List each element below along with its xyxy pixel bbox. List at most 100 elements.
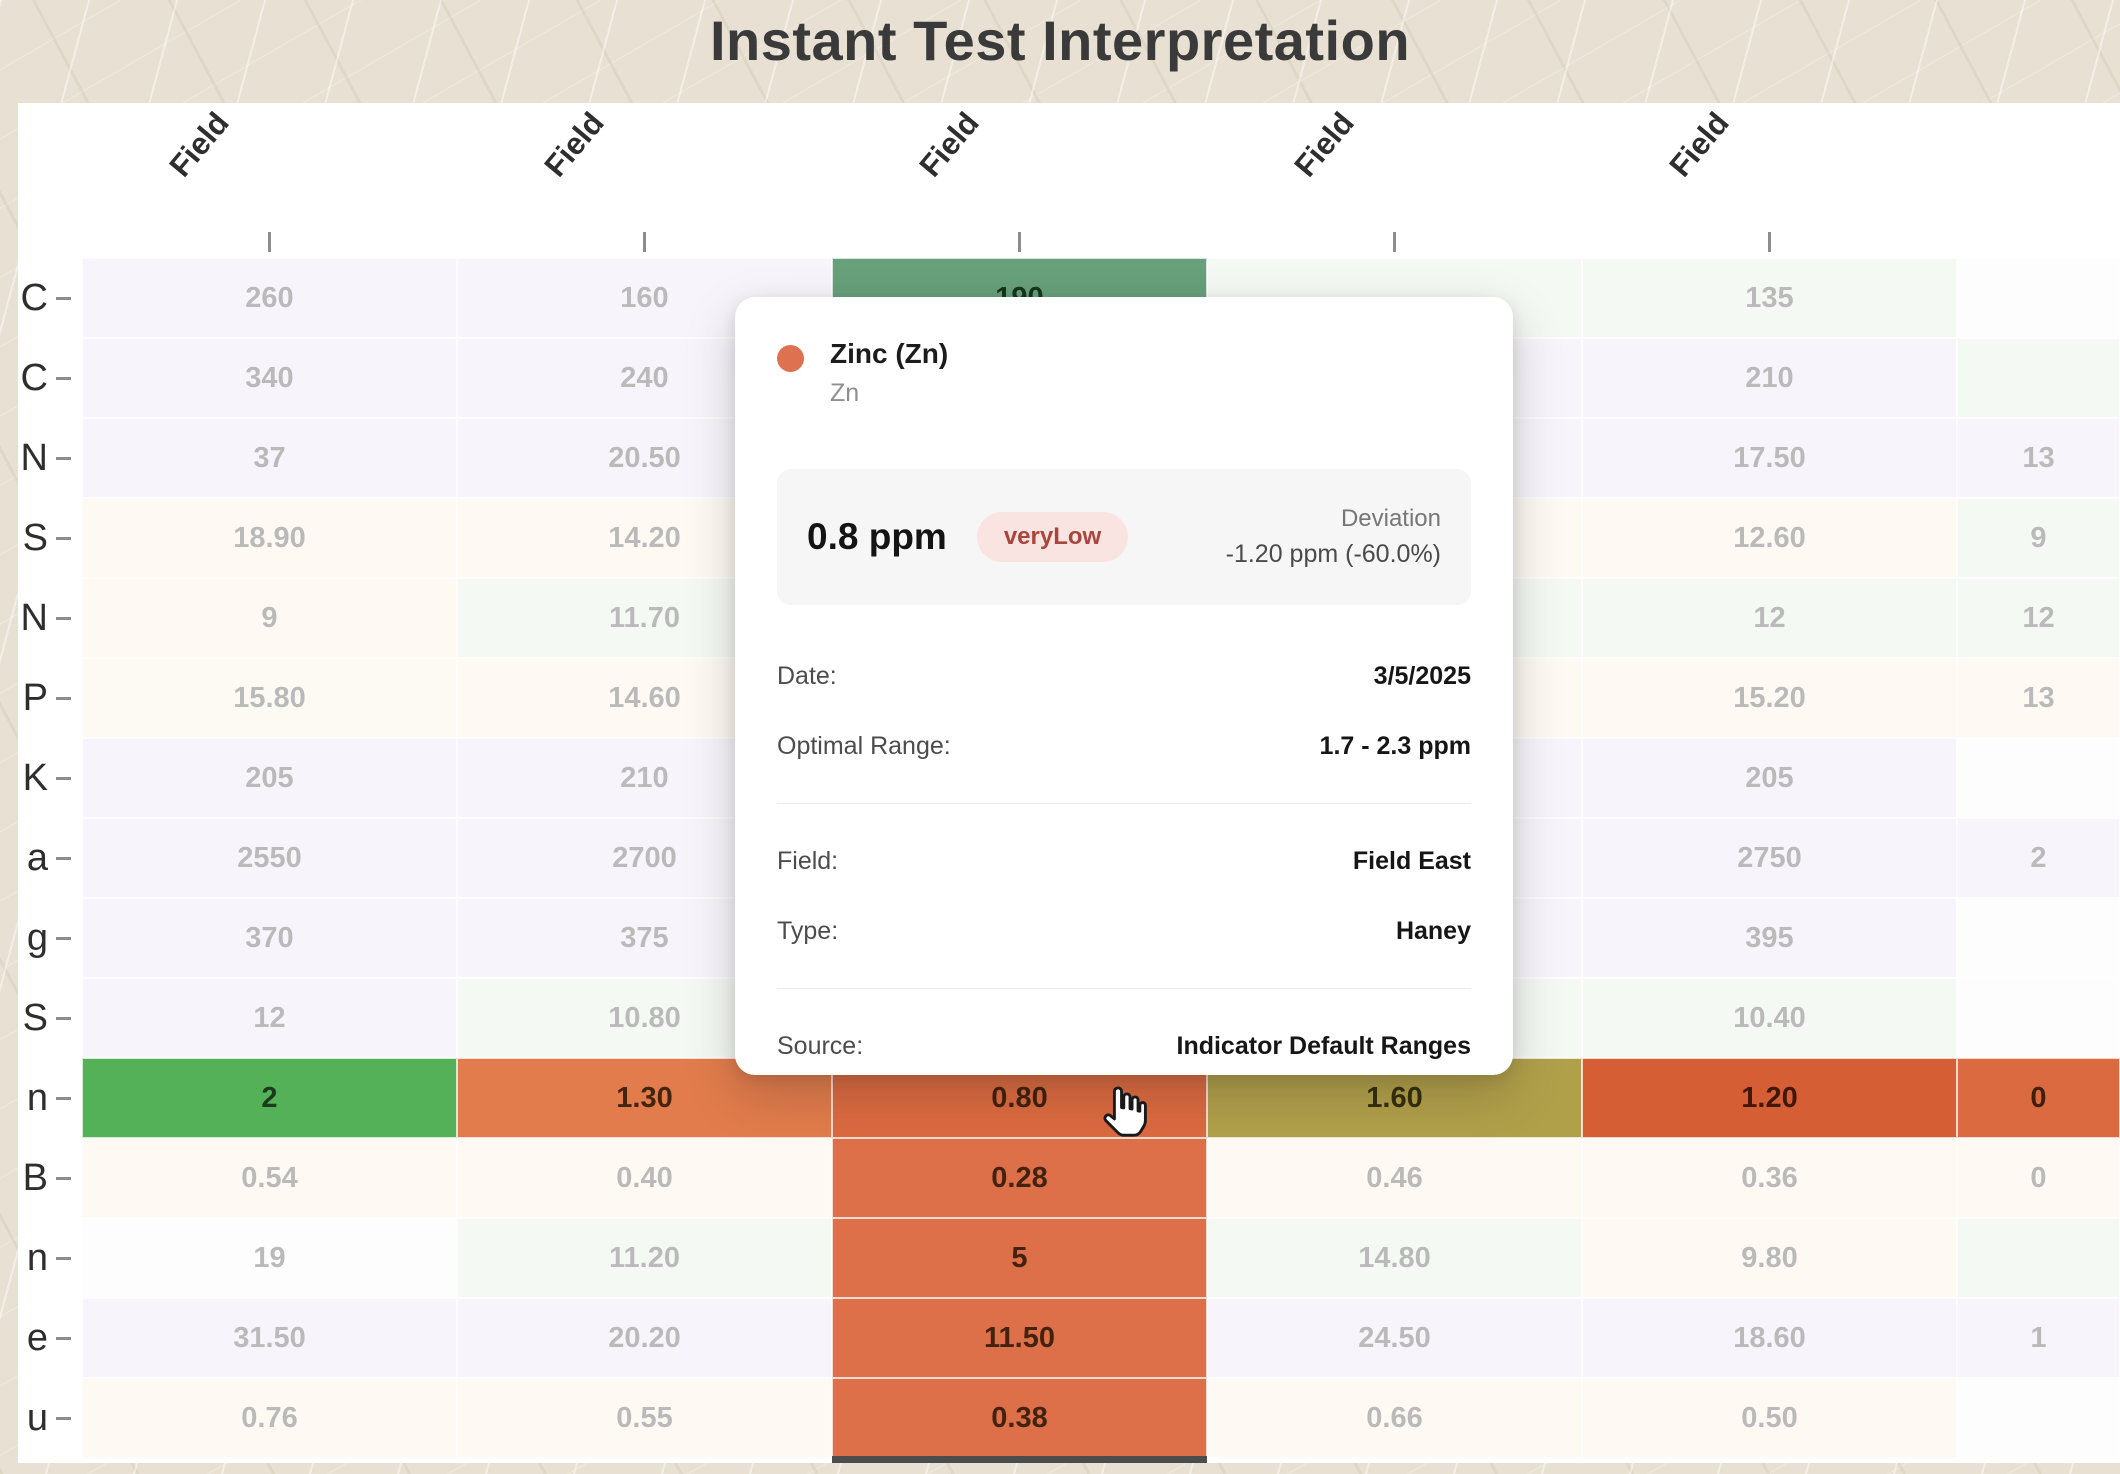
tooltip-title: Zinc (Zn) xyxy=(830,338,949,369)
heatmap-cell[interactable] xyxy=(1957,978,2120,1058)
heatmap-cell[interactable]: 12.60 xyxy=(1582,498,1957,578)
heatmap-cell[interactable]: 19 xyxy=(82,1218,457,1298)
selected-column-underline xyxy=(832,1456,1207,1463)
heatmap-cell[interactable]: 1 xyxy=(1957,1298,2120,1378)
row-axis-label: K xyxy=(22,757,48,799)
row-axis-tick xyxy=(56,856,71,860)
heatmap-cell[interactable]: 2550 xyxy=(82,818,457,898)
heatmap-cell[interactable]: 18.90 xyxy=(82,498,457,578)
heatmap-cell[interactable]: 0.76 xyxy=(82,1378,457,1458)
row-axis-tick xyxy=(56,376,71,380)
column-axis-tick xyxy=(1768,232,1771,252)
heatmap-cell[interactable]: 10.40 xyxy=(1582,978,1957,1058)
optimal-range-label: Optimal Range: xyxy=(777,732,951,760)
heatmap-cell[interactable]: 205 xyxy=(82,738,457,818)
heatmap-cell[interactable]: 17.50 xyxy=(1582,418,1957,498)
heatmap-cell[interactable]: 370 xyxy=(82,898,457,978)
heatmap-cell[interactable]: 210 xyxy=(1582,338,1957,418)
heatmap-cell[interactable]: 37 xyxy=(82,418,457,498)
heatmap-cell[interactable]: 13 xyxy=(1957,418,2120,498)
optimal-range-value: 1.7 - 2.3 ppm xyxy=(1319,732,1471,760)
heatmap-cell[interactable]: 0.40 xyxy=(457,1138,832,1218)
heatmap-cell[interactable]: 2 xyxy=(82,1058,457,1138)
tooltip-value-summary: 0.8 ppm veryLow Deviation -1.20 ppm (-60… xyxy=(777,469,1471,605)
heatmap-cell[interactable]: 0 xyxy=(1957,1138,2120,1218)
heatmap-cell[interactable]: 0.28 xyxy=(832,1138,1207,1218)
row-axis-label: B xyxy=(22,1157,48,1199)
heatmap-cell[interactable]: 20.20 xyxy=(457,1298,832,1378)
tooltip-field-row: Field: Field East xyxy=(777,826,1471,896)
row-axis-tick xyxy=(56,1256,71,1260)
heatmap-cell[interactable]: 12 xyxy=(1957,578,2120,658)
heatmap-cell[interactable]: 0 xyxy=(1957,1058,2120,1138)
heatmap-cell[interactable]: 0.55 xyxy=(457,1378,832,1458)
heatmap-cell[interactable]: 0.36 xyxy=(1582,1138,1957,1218)
column-axis-tick xyxy=(1018,232,1021,252)
heatmap-cell[interactable]: 395 xyxy=(1582,898,1957,978)
row-axis-tick xyxy=(56,1096,71,1100)
heatmap-cell[interactable]: 9 xyxy=(1957,498,2120,578)
heatmap-cell[interactable]: 13 xyxy=(1957,658,2120,738)
heatmap-cell[interactable]: 12 xyxy=(82,978,457,1058)
heatmap-cell[interactable]: 0.54 xyxy=(82,1138,457,1218)
heatmap-cell[interactable] xyxy=(1957,898,2120,978)
heatmap-cell[interactable]: 24.50 xyxy=(1207,1298,1582,1378)
date-label: Date: xyxy=(777,662,837,690)
heatmap-cell[interactable]: 9.80 xyxy=(1582,1218,1957,1298)
tooltip-date-row: Date: 3/5/2025 xyxy=(777,641,1471,711)
source-label: Source: xyxy=(777,1032,864,1060)
heatmap-cell[interactable]: 0.66 xyxy=(1207,1378,1582,1458)
heatmap-cell[interactable] xyxy=(1957,338,2120,418)
heatmap-cell[interactable]: 31.50 xyxy=(82,1298,457,1378)
heatmap-cell[interactable]: 11.20 xyxy=(457,1218,832,1298)
row-axis-tick xyxy=(56,1416,71,1420)
divider xyxy=(777,988,1471,989)
series-dot-icon xyxy=(777,345,804,372)
heatmap-cell[interactable]: 18.60 xyxy=(1582,1298,1957,1378)
row-axis-tick xyxy=(56,536,71,540)
heatmap-cell[interactable]: 135 xyxy=(1582,258,1957,338)
heatmap-cell[interactable]: 11.50 xyxy=(832,1298,1207,1378)
row-axis-tick xyxy=(56,696,71,700)
row-axis-label: C xyxy=(20,357,48,399)
heatmap-cell[interactable]: 15.20 xyxy=(1582,658,1957,738)
heatmap-cell[interactable]: 15.80 xyxy=(82,658,457,738)
heatmap-cell[interactable] xyxy=(1957,738,2120,818)
heatmap-cell[interactable]: 205 xyxy=(1582,738,1957,818)
heatmap-cell[interactable]: 1.20 xyxy=(1582,1058,1957,1138)
heatmap-cell[interactable]: 2 xyxy=(1957,818,2120,898)
tooltip-detail-rows: Date: 3/5/2025 Optimal Range: 1.7 - 2.3 … xyxy=(777,641,1471,1081)
row-axis-tick xyxy=(56,616,71,620)
row-axis-label: g xyxy=(26,917,48,959)
heatmap-cell[interactable]: 0.38 xyxy=(832,1378,1207,1458)
row-axis-tick xyxy=(56,296,71,300)
tooltip-header: Zinc (Zn) Zn xyxy=(777,337,1471,407)
tooltip-value: 0.8 ppm xyxy=(807,516,947,557)
source-value: Indicator Default Ranges xyxy=(1176,1032,1472,1060)
heatmap-cell[interactable] xyxy=(1957,1218,2120,1298)
heatmap-cell[interactable]: 9 xyxy=(82,578,457,658)
heatmap-cell[interactable]: 0.46 xyxy=(1207,1138,1582,1218)
heatmap-cell[interactable]: 5 xyxy=(832,1218,1207,1298)
row-axis-tick xyxy=(56,1336,71,1340)
row-axis-tick xyxy=(56,1016,71,1020)
field-label: Field: xyxy=(777,847,839,875)
row-axis-tick xyxy=(56,776,71,780)
divider xyxy=(777,803,1471,804)
row-axis-label: N xyxy=(20,437,48,479)
heatmap-cell[interactable]: 12 xyxy=(1582,578,1957,658)
heatmap-cell[interactable]: 0.50 xyxy=(1582,1378,1957,1458)
heatmap-cell[interactable]: 1.30 xyxy=(457,1058,832,1138)
heatmap-cell[interactable]: 260 xyxy=(82,258,457,338)
heatmap-cell[interactable]: 14.80 xyxy=(1207,1218,1582,1298)
heatmap-cell[interactable] xyxy=(1957,258,2120,338)
tooltip-range-row: Optimal Range: 1.7 - 2.3 ppm xyxy=(777,711,1471,781)
row-axis-label: P xyxy=(22,677,48,719)
column-axis-tick xyxy=(643,232,646,252)
row-axis-label: C xyxy=(20,277,48,319)
heatmap-cell[interactable]: 2750 xyxy=(1582,818,1957,898)
column-axis-tick xyxy=(268,232,271,252)
heatmap-cell[interactable] xyxy=(1957,1378,2120,1458)
heatmap-cell[interactable]: 340 xyxy=(82,338,457,418)
